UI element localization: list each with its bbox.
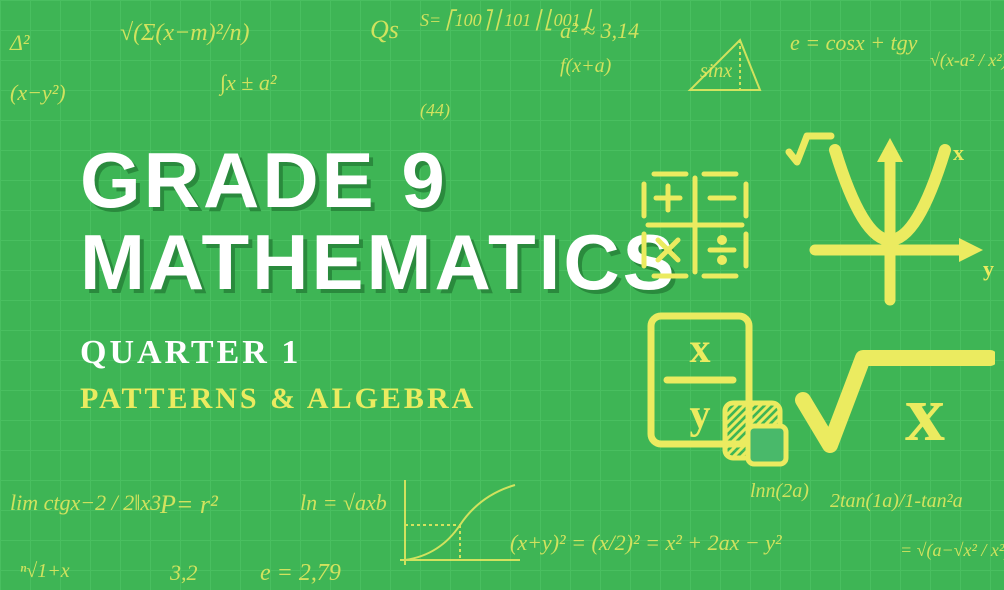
title-line-2: MATHEMATICS bbox=[80, 222, 678, 304]
fraction-numerator: x bbox=[690, 326, 711, 372]
axis-label-x: x bbox=[953, 140, 964, 165]
title-line-1: GRADE 9 bbox=[80, 140, 678, 222]
fraction-denominator: y bbox=[690, 392, 711, 438]
subtitle-topic: PATTERNS & ALGEBRA bbox=[80, 382, 678, 416]
parabola-axes-icon: x y bbox=[795, 130, 995, 320]
sqrt-radicand: x bbox=[905, 370, 945, 458]
axis-label-y: y bbox=[983, 256, 994, 281]
main-title: GRADE 9 MATHEMATICS bbox=[80, 140, 678, 304]
triangle-sketch-icon bbox=[680, 30, 770, 100]
sqrt-x-icon: x bbox=[795, 340, 995, 460]
subtitle-quarter: QUARTER 1 bbox=[80, 334, 678, 372]
operator-grid-icon bbox=[640, 170, 760, 290]
hatched-square-icon bbox=[720, 398, 790, 468]
graph-sketch-icon bbox=[390, 470, 530, 580]
title-block: GRADE 9 MATHEMATICS QUARTER 1 PATTERNS &… bbox=[80, 140, 678, 416]
